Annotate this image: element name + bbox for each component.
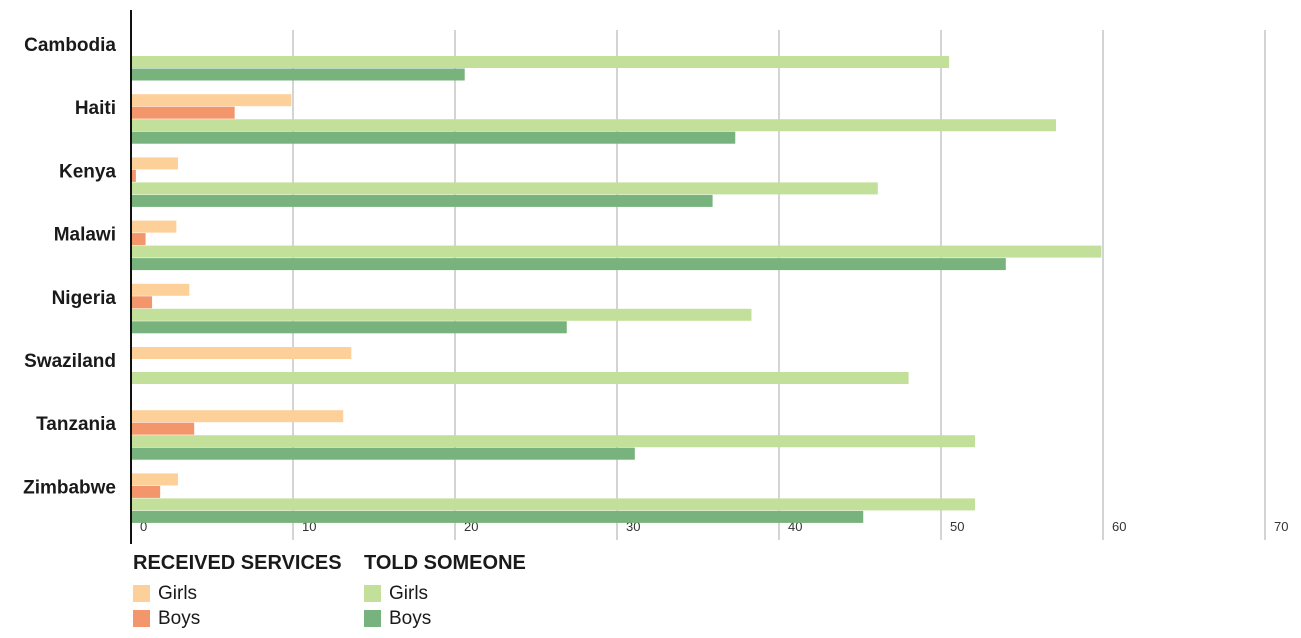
bar-malawi-told-girls xyxy=(131,245,1102,258)
legend-told-someone: TOLD SOMEONE Girls Boys xyxy=(364,552,526,631)
x-tick-label-60: 60 xyxy=(1112,519,1126,534)
bar-haiti-told-boys xyxy=(131,131,736,144)
legend-title-received-services: RECEIVED SERVICES xyxy=(133,552,342,574)
bar-nigeria-told-girls xyxy=(131,308,752,321)
category-label-zimbabwe: Zimbabwe xyxy=(23,477,116,498)
legend-swatch-received-girls xyxy=(133,585,150,602)
category-label-cambodia: Cambodia xyxy=(24,35,116,56)
category-label-swaziland: Swaziland xyxy=(24,351,116,372)
bar-haiti-told-girls xyxy=(131,119,1057,132)
bar-swaziland-received-girls xyxy=(131,347,352,359)
bar-kenya-received-boys xyxy=(131,169,136,182)
bar-zimbabwe-told-girls xyxy=(131,498,976,511)
bar-nigeria-received-girls xyxy=(131,283,190,296)
category-label-kenya: Kenya xyxy=(59,161,116,182)
bar-tanzania-told-boys xyxy=(131,447,635,460)
bar-cambodia-told-girls xyxy=(131,56,950,68)
legend-swatch-told-girls xyxy=(364,585,381,602)
bar-tanzania-received-girls xyxy=(131,410,344,423)
legend-received-services: RECEIVED SERVICES Girls Boys xyxy=(133,552,342,631)
bar-zimbabwe-told-boys xyxy=(131,510,864,523)
legend-item-told-boys: Boys xyxy=(364,606,526,631)
x-tick-label-70: 70 xyxy=(1274,519,1288,534)
bar-tanzania-told-girls xyxy=(131,435,976,448)
bar-malawi-told-boys xyxy=(131,258,1006,271)
bar-cambodia-told-boys xyxy=(131,68,465,81)
bar-swaziland-told-girls xyxy=(131,372,909,384)
x-tick-label-50: 50 xyxy=(950,519,964,534)
category-label-haiti: Haiti xyxy=(75,98,116,119)
legend-label-received-girls: Girls xyxy=(158,582,198,604)
category-label-nigeria: Nigeria xyxy=(52,288,117,309)
legend-item-received-boys: Boys xyxy=(133,606,342,631)
bar-nigeria-received-boys xyxy=(131,296,153,309)
legend-item-received-girls: Girls xyxy=(133,581,342,606)
category-label-tanzania: Tanzania xyxy=(36,414,116,435)
x-tick-label-0: 0 xyxy=(140,519,147,534)
legend-label-told-girls: Girls xyxy=(389,582,429,604)
legend-swatch-received-boys xyxy=(133,610,150,627)
bar-kenya-told-boys xyxy=(131,194,713,207)
legend-label-received-boys: Boys xyxy=(158,607,201,629)
bar-haiti-received-boys xyxy=(131,106,235,119)
bar-malawi-received-girls xyxy=(131,220,177,233)
bar-tanzania-received-boys xyxy=(131,422,195,435)
bar-nigeria-told-boys xyxy=(131,321,567,334)
bar-zimbabwe-received-boys xyxy=(131,485,161,498)
legend-label-told-boys: Boys xyxy=(389,607,432,629)
bar-kenya-told-girls xyxy=(131,182,878,195)
bar-kenya-received-girls xyxy=(131,157,178,170)
bar-haiti-received-girls xyxy=(131,94,292,107)
bar-chart: 0 10 20 30 40 50 60 70CambodiaHaitiKenyaMalawiN… xyxy=(23,10,1288,544)
category-label-malawi: Malawi xyxy=(54,225,116,246)
legend-swatch-told-boys xyxy=(364,610,381,627)
legend-title-told-someone: TOLD SOMEONE xyxy=(364,552,526,574)
legend-item-told-girls: Girls xyxy=(364,581,526,606)
bar-malawi-received-boys xyxy=(131,233,146,246)
bar-zimbabwe-received-girls xyxy=(131,473,178,486)
